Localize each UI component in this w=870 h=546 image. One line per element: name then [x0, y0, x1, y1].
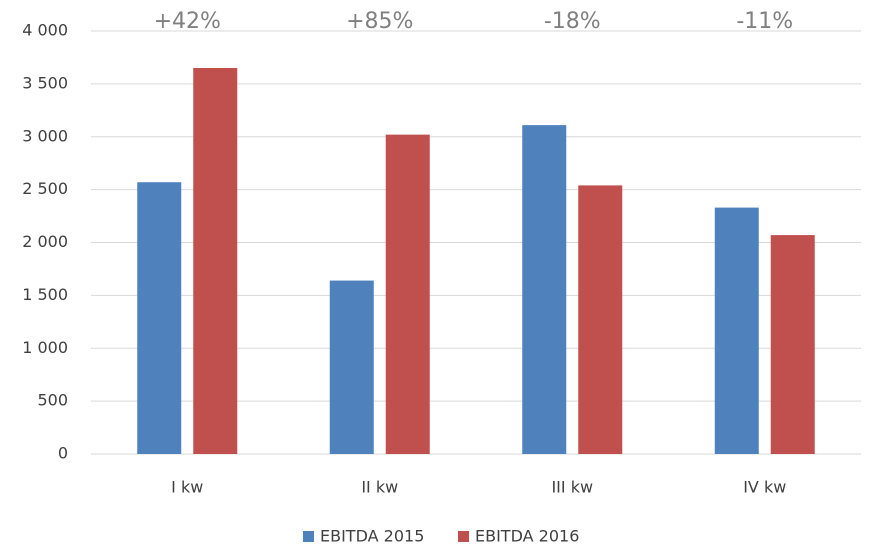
bar	[770, 235, 815, 454]
x-tick-label: I kw	[171, 478, 203, 497]
legend-label: EBITDA 2016	[475, 527, 579, 546]
x-tick-label: III kw	[551, 478, 593, 497]
bar	[137, 182, 182, 454]
annotation: -11%	[736, 9, 793, 34]
bar	[714, 207, 759, 454]
y-tick-label: 1 500	[22, 285, 68, 304]
y-tick-label: 500	[37, 391, 68, 410]
x-tick-label: IV kw	[743, 478, 786, 497]
annotation: -18%	[544, 9, 601, 34]
y-tick-label: 3 000	[22, 126, 68, 145]
bar	[385, 134, 430, 454]
bar	[578, 185, 623, 454]
y-tick-label: 3 500	[22, 73, 68, 92]
legend-label: EBITDA 2015	[320, 527, 424, 546]
y-tick-label: 2 000	[22, 232, 68, 251]
y-tick-label: 0	[58, 444, 68, 463]
x-tick-label: II kw	[361, 478, 398, 497]
y-tick-label: 4 000	[22, 21, 68, 40]
annotation: +85%	[346, 9, 413, 34]
bar	[522, 125, 567, 455]
bar	[329, 280, 374, 454]
y-tick-label: 2 500	[22, 179, 68, 198]
bar	[193, 68, 238, 454]
y-tick-label: 1 000	[22, 338, 68, 357]
legend-swatch	[303, 531, 314, 542]
annotation: +42%	[154, 9, 221, 34]
legend-swatch	[458, 531, 469, 542]
